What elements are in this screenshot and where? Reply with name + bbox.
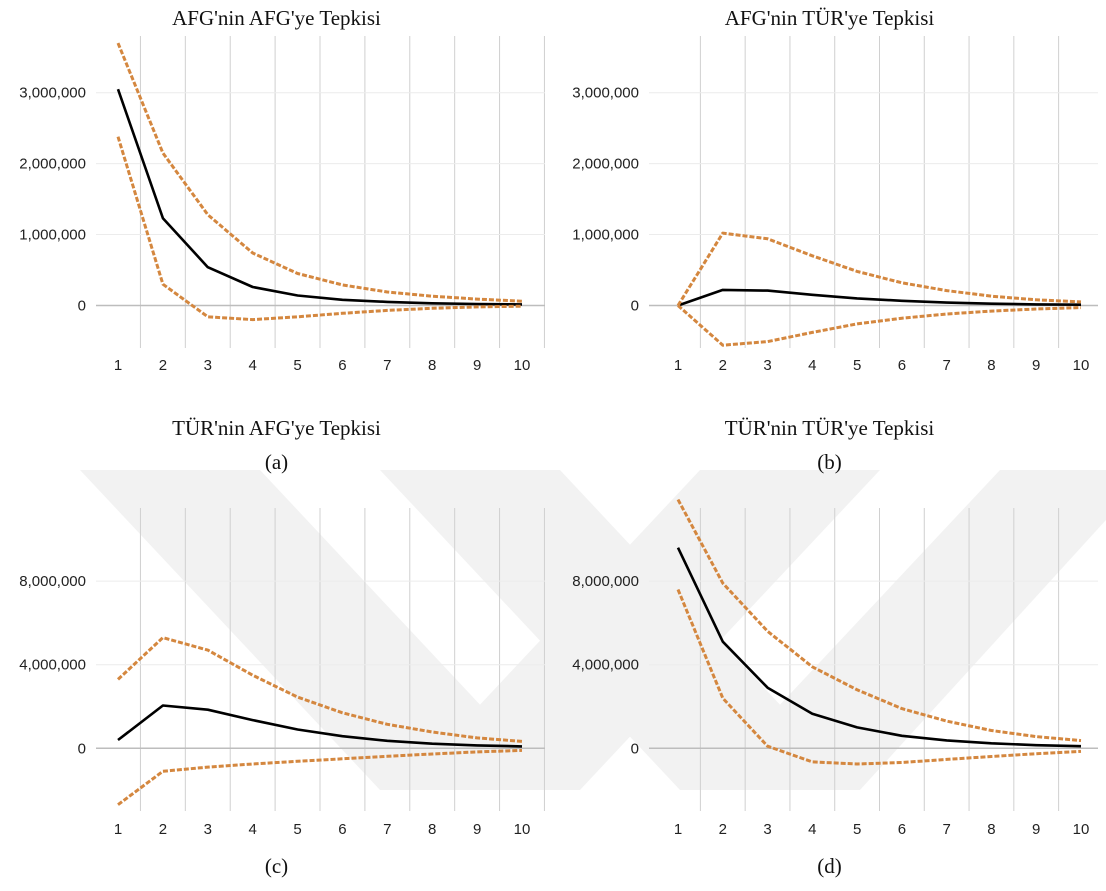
y-tick-label: 8,000,000 bbox=[19, 573, 86, 590]
y-tick-label: 2,000,000 bbox=[572, 156, 639, 173]
x-tick-label: 1 bbox=[114, 821, 122, 838]
y-tick-label: 1,000,000 bbox=[572, 227, 639, 244]
x-tick-label: 4 bbox=[248, 357, 256, 374]
series-lower-band-line bbox=[116, 136, 523, 322]
series-upper-band-line bbox=[116, 42, 523, 303]
x-tick-label: 10 bbox=[1073, 357, 1090, 374]
panel-c: TÜR'nin AFG'ye Tepkisi (a) 0 4,000,000 8,0… bbox=[0, 408, 553, 891]
panel-d-title: TÜR'nin TÜR'ye Tepkisi bbox=[724, 416, 935, 440]
x-tick-label: 4 bbox=[248, 821, 256, 838]
panel-a-caption: (a) bbox=[264, 450, 289, 474]
panel-b: AFG'nin TÜR'ye Tepkisi 0 1,000,000 2,000,0… bbox=[553, 0, 1106, 445]
x-tick-label: 9 bbox=[473, 821, 481, 838]
y-tick-label: 4,000,000 bbox=[572, 657, 639, 674]
y-tick-label: 3,000,000 bbox=[572, 85, 639, 102]
x-tick-label: 5 bbox=[853, 357, 861, 374]
x-tick-label: 6 bbox=[338, 821, 346, 838]
panel-a-title: AFG'nin AFG'ye Tepkisi bbox=[172, 6, 381, 30]
panel-a-chart: 0 1,000,000 2,000,000 3,000,000 1 2 3 4 5 6 7 8 9 10 bbox=[19, 36, 545, 374]
x-tick-label: 3 bbox=[763, 357, 771, 374]
x-tick-label: 5 bbox=[293, 821, 301, 838]
y-tick-label: 0 bbox=[78, 740, 86, 757]
panel-b-chart: 0 1,000,000 2,000,000 3,000,000 1 2 3 4 5 6 7 8 9 10 bbox=[572, 36, 1098, 374]
x-tick-label: 4 bbox=[808, 357, 816, 374]
x-tick-label: 2 bbox=[719, 821, 727, 838]
x-tick-label: 8 bbox=[428, 357, 436, 374]
x-tick-label: 8 bbox=[987, 821, 995, 838]
series-lower-band-line bbox=[676, 588, 1082, 766]
y-tick-label: 0 bbox=[78, 297, 86, 314]
series-irf-line bbox=[117, 704, 523, 748]
x-tick-label: 10 bbox=[514, 821, 531, 838]
x-tick-label: 5 bbox=[853, 821, 861, 838]
y-tick-label: 2,000,000 bbox=[19, 156, 86, 173]
series-lower-band-line bbox=[117, 748, 523, 806]
panel-b-title: AFG'nin TÜR'ye Tepkisi bbox=[724, 6, 935, 30]
x-tick-label: 3 bbox=[204, 821, 212, 838]
panel-c-title: TÜR'nin AFG'ye Tepkisi bbox=[172, 416, 381, 440]
panel-c-caption: (c) bbox=[264, 854, 289, 878]
y-tick-label: 1,000,000 bbox=[19, 227, 86, 244]
panel-d-chart: 0 4,000,000 8,000,000 1 2 3 4 5 6 7 8 9 10 bbox=[572, 498, 1098, 838]
series-irf-line bbox=[116, 88, 523, 306]
x-tick-label: 7 bbox=[942, 821, 950, 838]
x-tick-label: 7 bbox=[383, 357, 391, 374]
panel-d-caption: (d) bbox=[817, 854, 842, 878]
x-tick-label: 2 bbox=[159, 821, 167, 838]
series-lower-band-line bbox=[677, 304, 1082, 347]
x-tick-label: 9 bbox=[473, 357, 481, 374]
x-tick-label: 1 bbox=[674, 357, 682, 374]
panel-b-caption: (b) bbox=[817, 450, 842, 474]
series-irf-line bbox=[677, 288, 1082, 307]
x-tick-label: 9 bbox=[1032, 357, 1040, 374]
x-tick-label: 6 bbox=[898, 821, 906, 838]
x-tick-label: 9 bbox=[1032, 821, 1040, 838]
x-tick-label: 10 bbox=[1073, 821, 1090, 838]
series-upper-band-line bbox=[116, 636, 523, 743]
panel-d: TÜR'nin TÜR'ye Tepkisi (b) 0 4,000,000 8,0… bbox=[553, 408, 1106, 891]
x-tick-label: 2 bbox=[719, 357, 727, 374]
panel-a: AFG'nin AFG'ye Tepkisi 0 1,000,000 2,000,0… bbox=[0, 0, 553, 445]
x-tick-label: 8 bbox=[428, 821, 436, 838]
y-tick-label: 8,000,000 bbox=[572, 573, 639, 590]
x-tick-label: 7 bbox=[383, 821, 391, 838]
x-tick-label: 6 bbox=[898, 357, 906, 374]
x-tick-label: 8 bbox=[987, 357, 995, 374]
x-tick-label: 3 bbox=[763, 821, 771, 838]
x-tick-label: 1 bbox=[674, 821, 682, 838]
x-tick-label: 3 bbox=[204, 357, 212, 374]
series-upper-band-line bbox=[676, 231, 1082, 307]
x-tick-label: 1 bbox=[114, 357, 122, 374]
y-tick-label: 0 bbox=[631, 740, 639, 757]
panel-c-chart: 0 4,000,000 8,000,000 1 2 3 4 5 6 7 8 9 10 bbox=[19, 508, 545, 838]
x-tick-label: 10 bbox=[514, 357, 531, 374]
x-tick-label: 7 bbox=[942, 357, 950, 374]
x-tick-label: 5 bbox=[293, 357, 301, 374]
y-tick-label: 0 bbox=[631, 297, 639, 314]
y-tick-label: 4,000,000 bbox=[19, 657, 86, 674]
series-upper-band-line bbox=[676, 498, 1082, 743]
y-tick-label: 3,000,000 bbox=[19, 85, 86, 102]
series-irf-line bbox=[676, 547, 1082, 748]
x-tick-label: 4 bbox=[808, 821, 816, 838]
x-tick-label: 6 bbox=[338, 357, 346, 374]
x-tick-label: 2 bbox=[159, 357, 167, 374]
